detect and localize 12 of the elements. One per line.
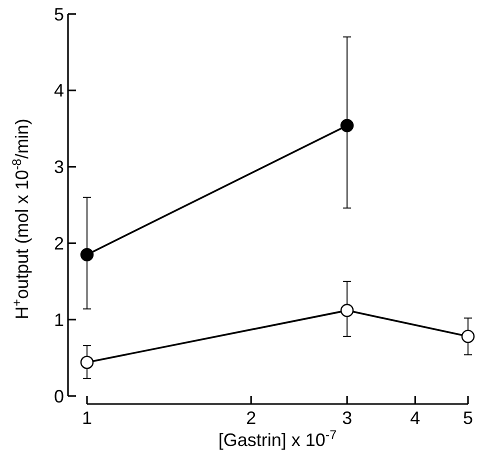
y-tick-label: 2 xyxy=(54,234,64,254)
y-tick-label: 0 xyxy=(54,386,64,406)
x-axis-title: [Gastrin] x 10$^{-7}$ xyxy=(218,428,337,450)
x-tick-label: 2 xyxy=(246,408,256,428)
y-tick-label: 3 xyxy=(54,157,64,178)
y-tick-label: 4 xyxy=(54,80,64,101)
y-tick-label: 5 xyxy=(54,4,64,24)
x-tick-label: 3 xyxy=(342,408,352,428)
x-tick-label: 5 xyxy=(462,408,474,428)
x-tick-label: 4 xyxy=(410,408,420,428)
x-tick-label: 1 xyxy=(82,408,92,428)
y-tick-label: 1 xyxy=(54,310,64,330)
